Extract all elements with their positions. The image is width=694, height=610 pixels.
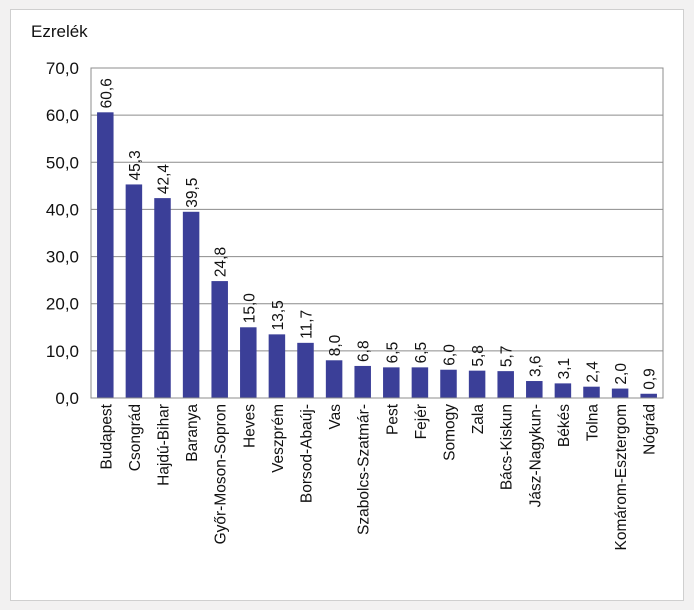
x-tick-label: Győr-Moson-Sopron — [213, 404, 230, 544]
bars — [97, 112, 657, 399]
value-labels: 60,6 45,3 42,4 39,5 24,8 15,0 13,5 11,7 8,0 6,8 6,… — [98, 78, 658, 390]
value-label: 0,9 — [642, 368, 659, 390]
y-tick-label: 10,0 — [46, 342, 79, 361]
y-tick-label: 0,0 — [55, 389, 79, 408]
bar — [611, 388, 629, 398]
value-label: 24,8 — [213, 247, 230, 277]
bar — [125, 184, 143, 398]
bar — [440, 369, 457, 398]
x-tick-label: Nógrád — [642, 404, 659, 455]
x-tick-label: Hajdú-Bihar — [156, 404, 173, 486]
y-tick-labels: 0,0 10,0 20,0 30,0 40,0 50,0 60,0 70,0 — [46, 59, 79, 408]
bar — [240, 327, 257, 398]
bar — [640, 393, 657, 398]
bar — [154, 198, 171, 398]
x-tick-label: Borsod-Abaúj- — [299, 404, 316, 503]
x-tick-label: Vas — [327, 404, 344, 430]
value-label: 6,5 — [413, 342, 430, 364]
value-label: 6,5 — [384, 342, 401, 364]
x-tick-label: Zala — [470, 404, 487, 435]
bar-chart: Ezrelék 60,6 45,3 42,4 39,5 24,8 15,0 13,5 11,7… — [31, 22, 664, 550]
y-tick-label: 60,0 — [46, 106, 79, 125]
value-label: 2,4 — [585, 361, 602, 383]
bar — [411, 367, 429, 398]
value-label: 45,3 — [127, 150, 144, 180]
value-label: 42,4 — [156, 164, 173, 195]
x-tick-label: Budapest — [98, 403, 115, 469]
x-tick-label: Jász-Nagykun- — [527, 404, 544, 507]
value-label: 15,0 — [241, 293, 258, 324]
y-axis-title: Ezrelék — [31, 22, 88, 41]
value-label: 5,7 — [499, 346, 516, 368]
value-label: 2,0 — [613, 363, 630, 385]
value-label: 6,0 — [442, 344, 459, 366]
x-tick-label: Békés — [556, 404, 573, 447]
y-tick-label: 20,0 — [46, 295, 79, 314]
value-label: 39,5 — [184, 178, 201, 208]
x-tick-labels: Budapest Csongrád Hajdú-Bihar Baranya Győr-M… — [98, 403, 658, 550]
y-tick-label: 40,0 — [46, 200, 79, 219]
value-label: 3,1 — [556, 358, 573, 380]
bar — [383, 367, 400, 398]
bar — [268, 334, 286, 398]
value-label: 5,8 — [470, 345, 487, 367]
bar — [497, 371, 514, 398]
bar — [97, 112, 114, 399]
value-label: 8,0 — [327, 334, 344, 356]
value-label: 13,5 — [270, 300, 287, 330]
value-label: 60,6 — [98, 78, 115, 108]
x-tick-label: Pest — [384, 403, 401, 435]
gridlines — [91, 114, 663, 352]
x-tick-label: Tolna — [585, 404, 602, 441]
bar — [325, 360, 343, 398]
x-tick-label: Baranya — [184, 404, 201, 462]
x-tick-label: Komárom-Esztergom — [613, 404, 630, 550]
value-label: 3,6 — [527, 355, 544, 377]
plot-area-border — [90, 67, 664, 399]
bar — [468, 370, 486, 398]
x-tick-label: Veszprém — [270, 404, 287, 473]
x-tick-label: Fejér — [413, 404, 430, 439]
chart-frame: Ezrelék 60,6 45,3 42,4 39,5 24,8 15,0 13,5 11,7… — [10, 9, 684, 601]
bar — [583, 386, 600, 398]
bar — [354, 365, 371, 398]
bar — [211, 281, 228, 398]
x-tick-label: Somogy — [442, 404, 459, 461]
x-tick-label: Csongrád — [127, 404, 144, 471]
x-tick-label: Bács-Kiskun — [499, 404, 516, 490]
x-tick-label: Szabolcs-Szatmár- — [356, 404, 373, 535]
x-tick-label: Heves — [241, 404, 258, 448]
bar — [297, 342, 314, 398]
y-tick-label: 50,0 — [46, 153, 79, 172]
bar — [526, 381, 543, 398]
y-tick-label: 70,0 — [46, 59, 79, 78]
value-label: 11,7 — [299, 310, 316, 339]
value-label: 6,8 — [356, 340, 373, 362]
bar — [182, 211, 200, 398]
y-tick-label: 30,0 — [46, 248, 79, 267]
bar — [554, 383, 572, 398]
